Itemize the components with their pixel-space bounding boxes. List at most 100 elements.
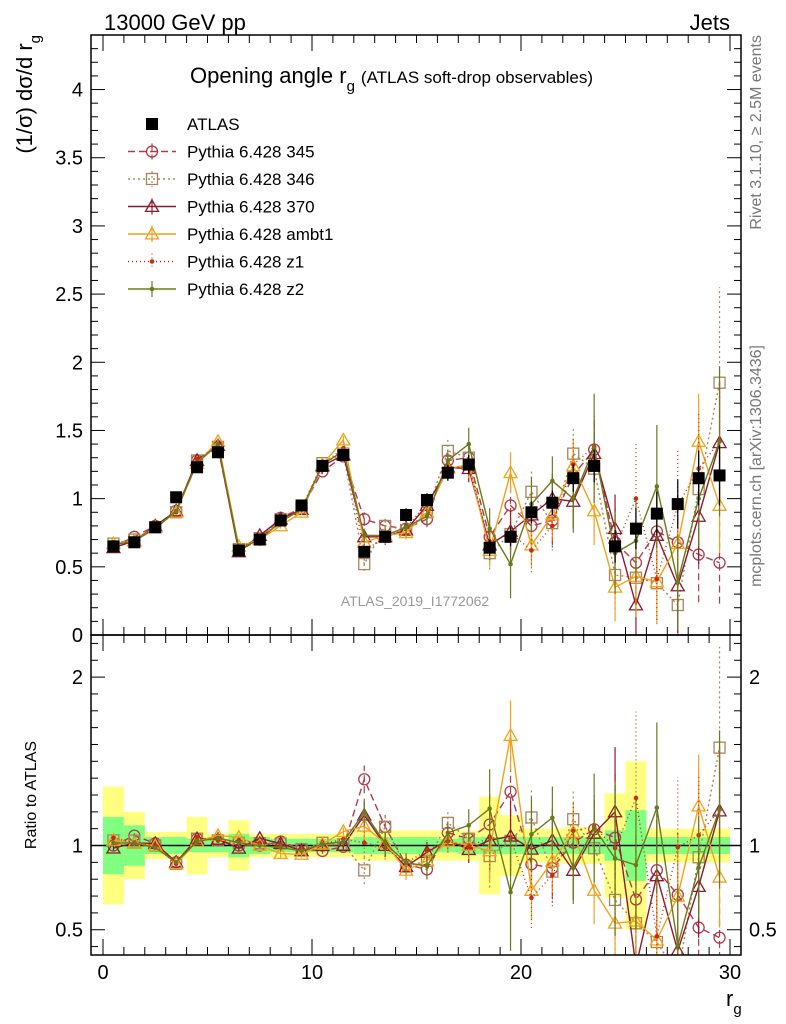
series-point bbox=[508, 561, 513, 567]
series-point bbox=[168, 503, 184, 517]
data-point bbox=[420, 494, 433, 506]
ratio-y-tick-label-right: 2 bbox=[749, 667, 760, 689]
series-ratio-point bbox=[398, 862, 414, 876]
series-ratio-point bbox=[361, 840, 367, 846]
data-point bbox=[504, 530, 517, 543]
series-point bbox=[403, 524, 409, 530]
side-mcplots-label: mcplots.cern.ch [arXiv:1306.3436] bbox=[748, 345, 765, 587]
data-point bbox=[546, 496, 559, 509]
data-point bbox=[588, 459, 601, 472]
series-point bbox=[445, 458, 451, 463]
data-point bbox=[567, 472, 580, 485]
main-y-tick-label: 0.5 bbox=[55, 557, 83, 579]
side-rivet-label: Rivet 3.1.10, ≥ 2.5M events bbox=[748, 35, 765, 230]
legend: ATLAS Pythia 6.428 345 Pythia 6.428 346 Pyt… bbox=[128, 115, 333, 299]
series-ratio-point bbox=[691, 798, 707, 812]
legend-entry: Pythia 6.428 346 bbox=[128, 170, 315, 189]
series-ratio-point bbox=[550, 872, 555, 878]
data-point bbox=[379, 530, 392, 543]
ratio-y-tick-label: 0.5 bbox=[55, 920, 83, 942]
chart-title: Opening angle rg (ATLAS soft-drop observa… bbox=[190, 63, 593, 95]
series-ratio-line bbox=[113, 807, 721, 946]
series-point bbox=[654, 484, 660, 489]
data-point bbox=[337, 449, 350, 461]
main-ylabel: (1/σ) dσ/d rg bbox=[12, 35, 44, 154]
legend-label: Pythia 6.428 z1 bbox=[187, 253, 304, 272]
ratio-y-ticks: 0.5 0.5 1 1 2 2 bbox=[55, 642, 777, 948]
data-point bbox=[211, 446, 224, 459]
series-ratio-point bbox=[629, 960, 642, 971]
series-point bbox=[586, 503, 602, 517]
legend-marker bbox=[149, 286, 155, 292]
series-ratio-point bbox=[403, 860, 409, 866]
series-ratio-point bbox=[504, 785, 517, 798]
series-ratio-point bbox=[482, 842, 498, 857]
header-process: Jets bbox=[690, 10, 730, 35]
series-point bbox=[173, 508, 179, 514]
series-ratio-point bbox=[633, 862, 639, 868]
series-point bbox=[675, 579, 681, 585]
data-point bbox=[483, 541, 496, 554]
series-point bbox=[502, 464, 519, 479]
series-point bbox=[335, 432, 351, 446]
series-point bbox=[358, 512, 371, 526]
main-y-tick-label: 2 bbox=[72, 352, 83, 374]
series-point bbox=[466, 441, 472, 447]
data-point bbox=[316, 459, 329, 472]
main-x-ticks bbox=[102, 35, 731, 635]
series-ratio-point bbox=[341, 839, 346, 844]
chart-title-suffix: (ATLAS soft-drop observables) bbox=[361, 68, 593, 87]
data-point bbox=[671, 498, 684, 511]
series-ratio-point bbox=[173, 859, 179, 865]
series-point bbox=[358, 557, 371, 571]
data-point bbox=[692, 472, 705, 485]
main-y-tick-label: 0 bbox=[72, 625, 83, 647]
data-point bbox=[609, 540, 622, 553]
series-ratio-point bbox=[278, 845, 283, 850]
data-point bbox=[232, 544, 245, 557]
series-ratio-point bbox=[672, 970, 683, 981]
series-ratio-point bbox=[320, 841, 325, 847]
series-ratio-point bbox=[132, 840, 137, 846]
ratio-y-tick-label: 2 bbox=[72, 667, 83, 689]
data-point bbox=[191, 461, 204, 474]
series-ratio-point bbox=[586, 882, 602, 896]
series-point bbox=[591, 445, 597, 451]
series-point bbox=[424, 514, 430, 519]
series-ratio-point bbox=[502, 727, 519, 742]
series-ratio-point bbox=[382, 840, 388, 846]
series-point bbox=[654, 576, 660, 582]
series-point bbox=[550, 478, 555, 484]
data-point bbox=[629, 522, 642, 535]
series-ratio-point bbox=[105, 840, 122, 854]
series-ratio-point bbox=[466, 823, 472, 828]
series-ratio-point bbox=[358, 864, 371, 877]
data-point bbox=[400, 509, 413, 521]
series-point bbox=[713, 556, 726, 569]
ratio-panel: 0.5 0.5 1 1 2 2 0 10 20 30 Ratio to ATLAS rg bbox=[23, 634, 777, 1018]
series-ratio-point bbox=[550, 815, 555, 821]
series-ratio-5 bbox=[111, 722, 722, 955]
series-point bbox=[215, 441, 221, 447]
watermark-label: ATLAS_2019_I1772062 bbox=[341, 593, 490, 609]
series-ratio-point bbox=[654, 934, 660, 939]
series-ratio-point bbox=[633, 795, 639, 801]
series-ratio-point bbox=[675, 943, 681, 948]
series-line bbox=[113, 441, 721, 582]
ratio-ylabel: Ratio to ATLAS bbox=[23, 741, 40, 849]
series-ratio-point bbox=[675, 844, 681, 850]
data-point bbox=[525, 506, 538, 519]
series-ratio-point bbox=[168, 856, 184, 870]
legend-marker bbox=[144, 226, 160, 240]
series-ratio-point bbox=[466, 844, 472, 850]
x-tick-label: 30 bbox=[719, 962, 741, 984]
series-ratio-point bbox=[356, 818, 372, 832]
series-ratio-point bbox=[713, 931, 726, 944]
x-tick-label: 10 bbox=[301, 962, 323, 984]
legend-label: Pythia 6.428 346 bbox=[187, 170, 315, 189]
main-y-ticks: 0 0.5 1 1.5 2 2.5 3 3.5 4 bbox=[55, 48, 741, 647]
series-ratio-point bbox=[487, 806, 492, 811]
x-axis-label-sub: g bbox=[733, 1001, 741, 1018]
series-ratio-point bbox=[194, 835, 200, 840]
